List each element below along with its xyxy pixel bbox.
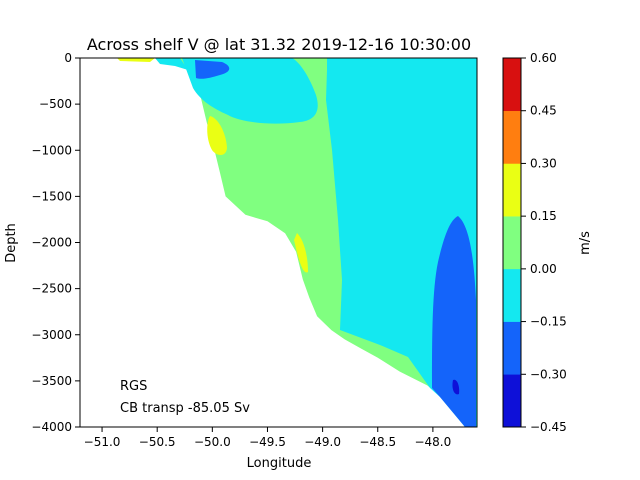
y-tick-label: −1500: [31, 189, 72, 203]
colorbar-tick-label: 0.15: [530, 209, 557, 223]
colorbar-segment: [503, 321, 521, 375]
colorbar-tick-label: 0.30: [530, 156, 557, 170]
chart-title: Across shelf V @ lat 31.32 2019-12-16 10…: [87, 35, 471, 54]
x-tick-label: −50.5: [139, 435, 176, 449]
colorbar-segment: [503, 268, 521, 322]
contour-level-0.15-0.30-a: [207, 116, 227, 155]
y-tick-label: −1000: [31, 143, 72, 157]
colorbar-tick-label: 0.00: [530, 262, 557, 276]
colorbar-segment: [503, 374, 521, 428]
y-tick-label: −3000: [31, 328, 72, 342]
colorbar-tick-label: −0.45: [530, 420, 567, 434]
x-tick-label: −48.5: [359, 435, 396, 449]
x-axis-label: Longitude: [247, 456, 312, 471]
plot-area: [113, 58, 477, 427]
y-tick-label: −500: [39, 97, 72, 111]
x-tick-label: −49.5: [249, 435, 286, 449]
y-tick-label: −3500: [31, 374, 72, 388]
colorbar-tick-label: −0.30: [530, 367, 567, 381]
x-tick-label: −51.0: [84, 435, 121, 449]
colorbar-tick-label: 0.60: [530, 51, 557, 65]
colorbar: −0.45 −0.30 −0.15 0.00 0.15 0.30 0.45 0.60: [502, 51, 567, 434]
annotation-transport: CB transp -85.05 Sv: [120, 401, 250, 416]
colorbar-label: m/s: [578, 231, 593, 255]
colorbar-segment: [503, 110, 521, 164]
colorbar-segment: [503, 163, 521, 217]
contour-level-neg0.15-0-shelf: [155, 58, 188, 70]
annotation-region: RGS: [120, 379, 147, 394]
colorbar-segment: [503, 216, 521, 270]
x-tick-label: −50.0: [194, 435, 231, 449]
colorbar-segment: [503, 58, 521, 112]
y-tick-label: 0: [64, 51, 72, 65]
contour-level-neg0.30-neg0.15-surface: [195, 60, 230, 79]
y-tick-label: −2000: [31, 236, 72, 250]
y-tick-label: −4000: [31, 420, 72, 434]
contour-level-0.15-0.30-b: [294, 233, 308, 273]
x-axis: −51.0 −50.5 −50.0 −49.5 −49.0 −48.5 −48.0: [84, 427, 451, 449]
contour-level-neg0.30-neg0.15-deep: [432, 216, 476, 427]
contour-level-neg0.45-neg0.30: [452, 379, 460, 395]
y-tick-label: −2500: [31, 282, 72, 296]
x-tick-label: −49.0: [304, 435, 341, 449]
colorbar-tick-label: 0.45: [530, 104, 557, 118]
colorbar-frame: [502, 57, 522, 428]
x-tick-label: −48.0: [414, 435, 451, 449]
contour-level-0.15-0.30-c: [117, 58, 155, 62]
colorbar-tick-label: −0.15: [530, 315, 567, 329]
y-axis-label: Depth: [4, 223, 19, 263]
y-axis: 0 −500 −1000 −1500 −2000 −2500 −3000 −3500 −4000: [31, 51, 80, 434]
